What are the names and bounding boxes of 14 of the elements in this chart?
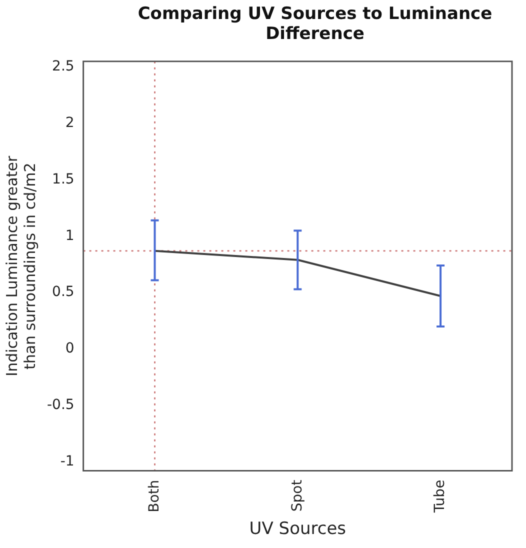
y-tick-label: 0.5 bbox=[52, 284, 74, 300]
y-tick-label: 1 bbox=[65, 228, 74, 244]
x-tick-label: Both bbox=[146, 480, 162, 512]
y-tick-label: -1 bbox=[60, 453, 74, 470]
x-axis-title: UV Sources bbox=[249, 519, 346, 540]
x-tick-label: Tube bbox=[432, 480, 448, 514]
y-tick-label: -0.5 bbox=[46, 397, 74, 414]
y-tick-label: 2.5 bbox=[52, 58, 74, 75]
y-tick-label: 0 bbox=[65, 340, 74, 357]
chart-title: Comparing UV Sources to Luminance Difference bbox=[136, 4, 494, 44]
y-tick-label: 1.5 bbox=[52, 171, 74, 188]
x-tick-label: Spot bbox=[289, 479, 306, 512]
y-tick-label: 2 bbox=[65, 115, 74, 132]
y-axis-title: Indication Luminance greater than surroundings in cd/m2 bbox=[2, 155, 39, 376]
